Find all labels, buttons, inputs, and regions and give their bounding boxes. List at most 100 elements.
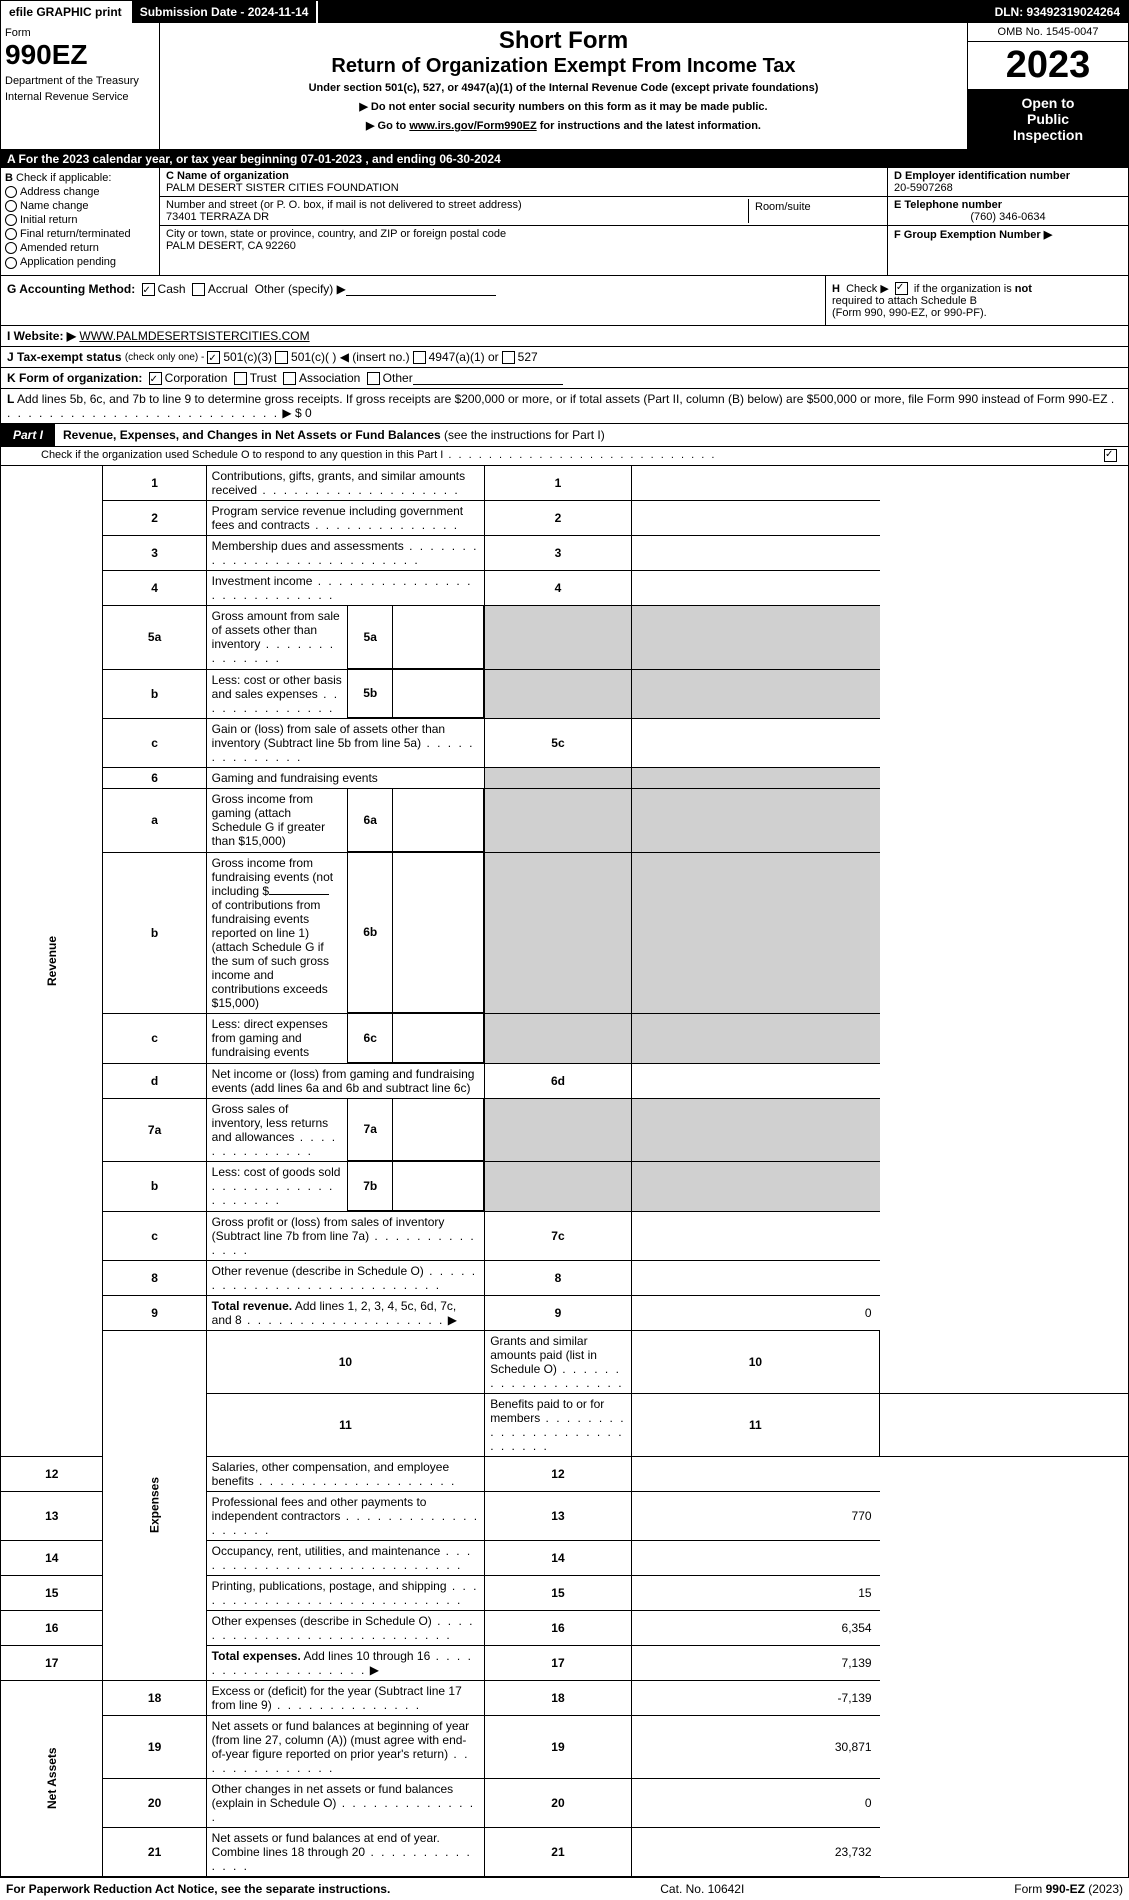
row-a-tax-year: A For the 2023 calendar year, or tax yea… xyxy=(1,150,1128,168)
room-suite: Room/suite xyxy=(748,199,881,223)
check-527[interactable] xyxy=(502,351,515,364)
form-number: 990EZ xyxy=(5,39,155,71)
line-18: Net Assets 18 Excess or (deficit) for th… xyxy=(1,1680,1128,1715)
val-17: 7,139 xyxy=(631,1645,879,1680)
footer-left: For Paperwork Reduction Act Notice, see … xyxy=(6,1882,390,1896)
line-5a: 5a Gross amount from sale of assets othe… xyxy=(1,606,1128,670)
line-6a: a Gross income from gaming (attach Sched… xyxy=(1,789,1128,853)
street-row: Number and street (or P. O. box, if mail… xyxy=(160,197,887,226)
org-name-row: C Name of organization PALM DESERT SISTE… xyxy=(160,168,887,197)
section-k: K Form of organization: Corporation Trus… xyxy=(1,368,1128,389)
section-i: I Website: ▶ WWW.PALMDESERTSISTERCITIES.… xyxy=(1,326,1128,347)
line-21: 21 Net assets or fund balances at end of… xyxy=(1,1827,1128,1876)
website-url[interactable]: WWW.PALMDESERTSISTERCITIES.COM xyxy=(79,329,309,343)
ein: 20-5907268 xyxy=(894,182,1122,194)
line-6c: c Less: direct expenses from gaming and … xyxy=(1,1014,1128,1064)
line-20: 20 Other changes in net assets or fund b… xyxy=(1,1778,1128,1827)
check-association[interactable] xyxy=(283,372,296,385)
section-j: J Tax-exempt status (check only one) - 5… xyxy=(1,347,1128,368)
revenue-label: Revenue xyxy=(1,466,103,1456)
check-other[interactable] xyxy=(367,372,380,385)
val-9: 0 xyxy=(631,1295,879,1330)
val-18: -7,139 xyxy=(631,1680,879,1715)
check-initial-return[interactable]: Initial return xyxy=(5,214,155,226)
check-name-change[interactable]: Name change xyxy=(5,200,155,212)
footer-right: Form 990-EZ (2023) xyxy=(1014,1882,1123,1896)
part1-label: Part I xyxy=(1,424,55,446)
topbar: efile GRAPHIC print Submission Date - 20… xyxy=(1,1,1128,23)
val-19: 30,871 xyxy=(631,1715,879,1778)
dept-treasury: Department of the Treasury xyxy=(5,75,155,87)
section-c: C Name of organization PALM DESERT SISTE… xyxy=(160,168,887,275)
check-501c3[interactable] xyxy=(207,351,220,364)
line-6d: d Net income or (loss) from gaming and f… xyxy=(1,1063,1128,1098)
line-19: 19 Net assets or fund balances at beginn… xyxy=(1,1715,1128,1778)
gross-receipts: ▶ $ 0 xyxy=(282,406,311,420)
check-corporation[interactable] xyxy=(149,372,162,385)
check-amended-return[interactable]: Amended return xyxy=(5,242,155,254)
val-20: 0 xyxy=(631,1778,879,1827)
val-13: 770 xyxy=(631,1491,879,1540)
submission-date: Submission Date - 2024-11-14 xyxy=(132,1,319,23)
check-cash[interactable] xyxy=(142,283,155,296)
org-name: PALM DESERT SISTER CITIES FOUNDATION xyxy=(166,182,881,194)
check-501c[interactable] xyxy=(275,351,288,364)
section-e: E Telephone number (760) 346-0634 xyxy=(888,197,1128,226)
line-7a: 7a Gross sales of inventory, less return… xyxy=(1,1098,1128,1162)
val-15: 15 xyxy=(631,1575,879,1610)
footer-center: Cat. No. 10642I xyxy=(660,1882,744,1896)
line-6b: b Gross income from fundraising events (… xyxy=(1,852,1128,1014)
line-1: Revenue 1 Contributions, gifts, grants, … xyxy=(1,466,1128,501)
val-21: 23,732 xyxy=(631,1827,879,1876)
section-def: D Employer identification number 20-5907… xyxy=(887,168,1128,275)
check-schedule-b[interactable] xyxy=(895,282,908,295)
section-b: B Check if applicable: Address change Na… xyxy=(1,168,160,275)
line-7c: c Gross profit or (loss) from sales of i… xyxy=(1,1211,1128,1260)
expenses-label: Expenses xyxy=(103,1330,206,1680)
info-grid: B Check if applicable: Address change Na… xyxy=(1,168,1128,276)
open-to-public: Open to Public Inspection xyxy=(968,89,1128,149)
irs-label: Internal Revenue Service xyxy=(5,91,155,103)
street-address: 73401 TERRAZA DR xyxy=(166,211,748,223)
line-8: 8 Other revenue (describe in Schedule O)… xyxy=(1,1260,1128,1295)
check-address-change[interactable]: Address change xyxy=(5,186,155,198)
check-final-return[interactable]: Final return/terminated xyxy=(5,228,155,240)
section-f: F Group Exemption Number ▶ xyxy=(888,226,1128,243)
check-accrual[interactable] xyxy=(192,283,205,296)
section-g: G Accounting Method: Cash Accrual Other … xyxy=(1,276,825,326)
line-4: 4 Investment income 4 xyxy=(1,571,1128,606)
netassets-label: Net Assets xyxy=(1,1680,103,1876)
instr-link: ▶ Go to www.irs.gov/Form990EZ for instru… xyxy=(168,119,959,132)
part1-header: Part I Revenue, Expenses, and Changes in… xyxy=(1,424,1128,447)
dln-label: DLN: 93492319024264 xyxy=(987,5,1128,19)
part1-sub: Check if the organization used Schedule … xyxy=(1,447,1128,466)
subtitle: Under section 501(c), 527, or 4947(a)(1)… xyxy=(168,82,959,94)
header-right: OMB No. 1545-0047 2023 Open to Public In… xyxy=(967,23,1128,149)
city-state-zip: PALM DESERT, CA 92260 xyxy=(166,240,881,252)
efile-label[interactable]: efile GRAPHIC print xyxy=(1,1,132,23)
short-form-title: Short Form xyxy=(168,27,959,55)
part1-title: Revenue, Expenses, and Changes in Net As… xyxy=(55,424,1128,446)
form-label: Form xyxy=(5,27,155,39)
phone: (760) 346-0634 xyxy=(894,211,1122,223)
omb-number: OMB No. 1545-0047 xyxy=(968,23,1128,42)
form-header: Form 990EZ Department of the Treasury In… xyxy=(1,23,1128,150)
line-10: Expenses 10 Grants and similar amounts p… xyxy=(1,1330,1128,1393)
section-d: D Employer identification number 20-5907… xyxy=(888,168,1128,197)
check-schedule-o[interactable] xyxy=(1104,449,1117,462)
form-container: efile GRAPHIC print Submission Date - 20… xyxy=(0,0,1129,1878)
instr-ssn: ▶ Do not enter social security numbers o… xyxy=(168,100,959,113)
return-title: Return of Organization Exempt From Incom… xyxy=(168,55,959,78)
check-application-pending[interactable]: Application pending xyxy=(5,256,155,268)
part1-table: Revenue 1 Contributions, gifts, grants, … xyxy=(1,466,1128,1877)
check-trust[interactable] xyxy=(234,372,247,385)
page-footer: For Paperwork Reduction Act Notice, see … xyxy=(0,1878,1129,1900)
header-left: Form 990EZ Department of the Treasury In… xyxy=(1,23,160,149)
section-l: L Add lines 5b, 6c, and 7b to line 9 to … xyxy=(1,389,1128,424)
line-2: 2 Program service revenue including gove… xyxy=(1,501,1128,536)
check-4947[interactable] xyxy=(413,351,426,364)
header-center: Short Form Return of Organization Exempt… xyxy=(160,23,967,149)
line-3: 3 Membership dues and assessments 3 xyxy=(1,536,1128,571)
irs-link[interactable]: www.irs.gov/Form990EZ xyxy=(409,120,536,132)
line-6: 6 Gaming and fundraising events xyxy=(1,768,1128,789)
